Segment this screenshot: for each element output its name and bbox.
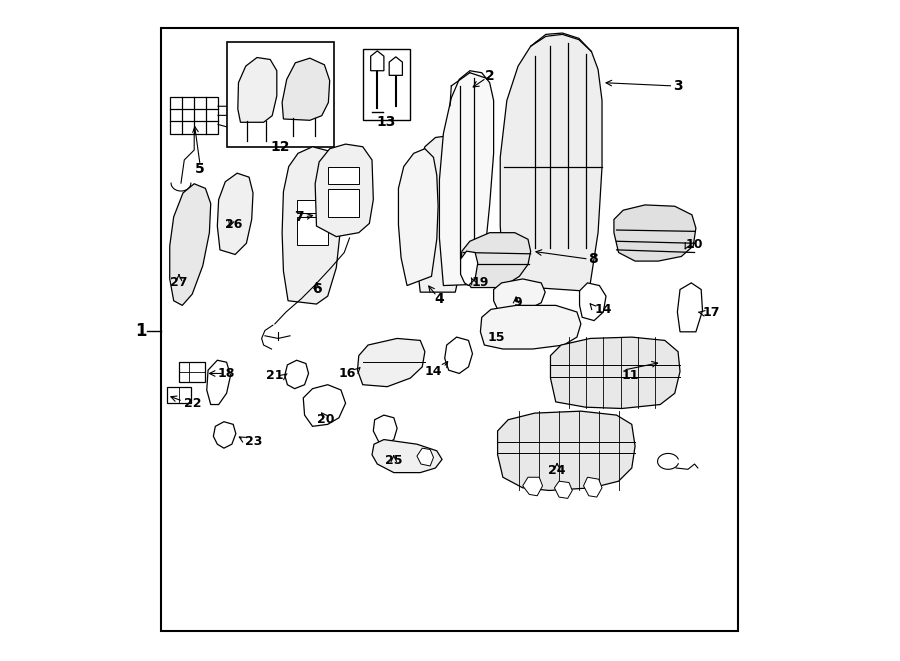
Polygon shape bbox=[315, 144, 374, 237]
Text: 14: 14 bbox=[594, 303, 612, 316]
Text: 1: 1 bbox=[135, 321, 147, 340]
Text: 11: 11 bbox=[622, 369, 639, 382]
Polygon shape bbox=[389, 57, 402, 75]
Text: 3: 3 bbox=[673, 79, 683, 93]
Polygon shape bbox=[493, 279, 545, 311]
Polygon shape bbox=[554, 481, 572, 498]
Polygon shape bbox=[371, 51, 384, 71]
Polygon shape bbox=[372, 440, 442, 473]
Polygon shape bbox=[303, 385, 346, 426]
Polygon shape bbox=[357, 338, 425, 387]
Polygon shape bbox=[461, 233, 531, 288]
Polygon shape bbox=[580, 283, 606, 321]
Polygon shape bbox=[523, 477, 543, 496]
Bar bbox=[167, 387, 191, 403]
Text: 17: 17 bbox=[703, 306, 720, 319]
Text: 8: 8 bbox=[588, 252, 598, 266]
Bar bbox=[328, 189, 359, 217]
Text: 18: 18 bbox=[218, 367, 235, 380]
Polygon shape bbox=[481, 305, 580, 349]
Bar bbox=[363, 49, 410, 120]
Polygon shape bbox=[551, 337, 680, 408]
Polygon shape bbox=[170, 184, 211, 305]
Text: 2: 2 bbox=[485, 69, 494, 83]
Bar bbox=[297, 217, 328, 245]
Polygon shape bbox=[416, 136, 467, 292]
Bar bbox=[170, 97, 218, 134]
Polygon shape bbox=[238, 58, 277, 122]
Polygon shape bbox=[374, 415, 397, 444]
Bar bbox=[161, 28, 737, 631]
Text: 27: 27 bbox=[170, 276, 188, 290]
Bar bbox=[227, 42, 334, 147]
Polygon shape bbox=[282, 58, 329, 120]
Polygon shape bbox=[207, 360, 230, 405]
Text: 20: 20 bbox=[317, 413, 335, 426]
Polygon shape bbox=[445, 337, 473, 373]
Text: 10: 10 bbox=[686, 238, 703, 251]
Polygon shape bbox=[678, 283, 703, 332]
Bar bbox=[328, 167, 359, 184]
Polygon shape bbox=[417, 448, 434, 466]
Polygon shape bbox=[213, 422, 236, 448]
Text: 22: 22 bbox=[184, 397, 201, 410]
Polygon shape bbox=[399, 149, 438, 286]
Text: 24: 24 bbox=[548, 464, 566, 477]
Text: 23: 23 bbox=[245, 435, 263, 448]
Text: 7: 7 bbox=[294, 210, 304, 224]
Polygon shape bbox=[284, 360, 309, 389]
Polygon shape bbox=[461, 251, 478, 286]
Text: 14: 14 bbox=[425, 365, 442, 378]
Text: 4: 4 bbox=[435, 292, 445, 306]
Text: 19: 19 bbox=[472, 276, 490, 290]
Text: 21: 21 bbox=[266, 369, 284, 382]
Text: 5: 5 bbox=[195, 162, 205, 176]
Polygon shape bbox=[498, 411, 635, 490]
Text: 25: 25 bbox=[385, 454, 402, 467]
Bar bbox=[297, 200, 328, 213]
Text: 16: 16 bbox=[338, 367, 356, 380]
Text: 9: 9 bbox=[513, 296, 522, 309]
Polygon shape bbox=[282, 147, 342, 304]
Polygon shape bbox=[217, 173, 253, 254]
Polygon shape bbox=[614, 205, 696, 261]
Text: 13: 13 bbox=[377, 114, 396, 129]
Text: 6: 6 bbox=[311, 282, 321, 296]
Polygon shape bbox=[439, 71, 493, 286]
Text: 12: 12 bbox=[270, 139, 290, 154]
Polygon shape bbox=[583, 477, 602, 497]
Text: 15: 15 bbox=[488, 330, 505, 344]
Bar bbox=[179, 362, 205, 382]
Polygon shape bbox=[500, 34, 602, 291]
Text: 26: 26 bbox=[224, 218, 242, 231]
